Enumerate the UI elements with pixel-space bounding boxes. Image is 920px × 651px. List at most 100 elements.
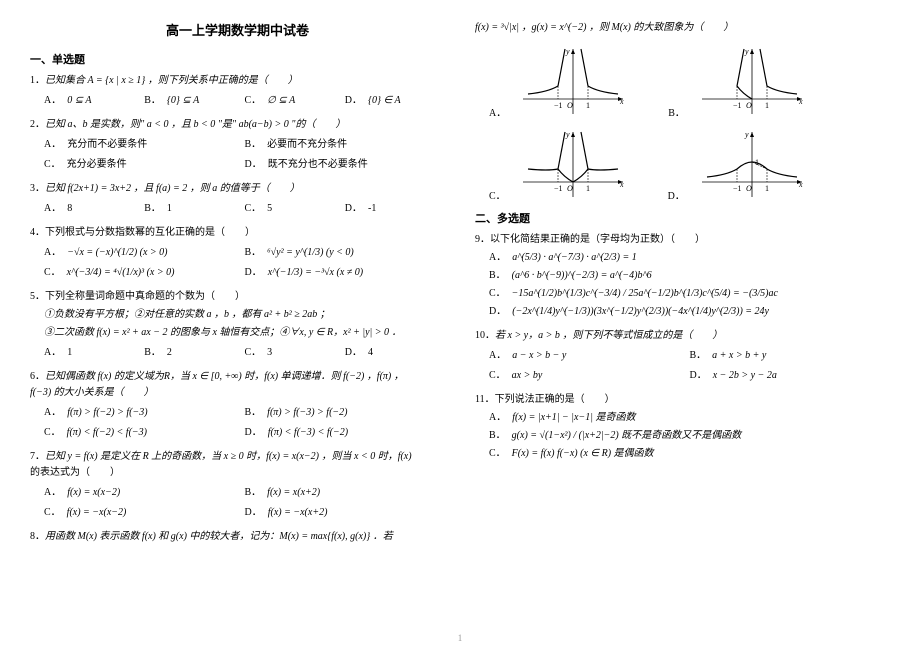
q3-opt-d: D．-1 [345,201,445,217]
question-5: 5．下列全称量词命题中真命题的个数为（ ） ①负数没有平方根；②对任意的实数 a… [30,289,445,361]
q6-opt-a: A．f(π) > f(−2) > f(−3) [44,405,245,421]
svg-text:1: 1 [755,158,759,167]
svg-text:O: O [746,101,752,110]
q1-opt-c: C．∅ ⊆ A [245,93,345,109]
q8-graph-b: B． −11 O xy [668,44,807,119]
section-1-heading: 一、单选题 [30,51,445,67]
question-6: 6．已知偶函数 f(x) 的定义域为R，当 x ∈ [0, +∞) 时，f(x)… [30,369,445,441]
question-9: 9．以下化简结果正确的是（字母均为正数）（ ） A．a^(5/3) · a^(−… [475,232,890,320]
svg-text:−1: −1 [554,184,563,193]
q8-graph-a: A． −11 O xy [489,44,628,119]
left-column: 高一上学期数学期中试卷 一、单选题 1．已知集合 A = {x | x ≥ 1}… [30,20,445,553]
q2-text: 已知 a、b 是实数，则" a < 0 ，且 b < 0 "是" ab(a−b)… [45,119,345,130]
q8-graph-row-2: C． −11 O xy D． [475,127,890,202]
q7-opt-b: B．f(x) = x(x+2) [245,485,446,501]
page-number: 1 [458,633,463,643]
q7-opt-d: D．f(x) = −x(x+2) [245,505,446,521]
q3-opt-c: C．5 [245,201,345,217]
svg-text:1: 1 [765,101,769,110]
graph-c-svg: −11 O xy [518,127,628,202]
q4-num: 4． [30,227,45,238]
q8-num: 8． [30,531,45,542]
q6-opt-d: D．f(π) < f(−3) < f(−2) [245,425,446,441]
svg-text:1: 1 [586,101,590,110]
svg-text:x: x [619,97,624,106]
q5-text: 下列全称量词命题中真命题的个数为（ ） [45,291,245,302]
right-column: f(x) = ³√|x| ，g(x) = x^(−2) ，则 M(x) 的大致图… [475,20,890,553]
question-2: 2．已知 a、b 是实数，则" a < 0 ，且 b < 0 "是" ab(a−… [30,117,445,173]
svg-text:−1: −1 [733,184,742,193]
section-2-heading: 二、多选题 [475,210,890,226]
q7-num: 7． [30,451,45,462]
q3-num: 3． [30,183,45,194]
svg-text:x: x [619,180,624,189]
svg-text:−1: −1 [554,101,563,110]
q9-opt-c: C．−15a^(1/2)b^(1/3)c^(−3/4) / 25a^(−1/2)… [475,286,890,302]
q11-text: 下列说法正确的是（ ） [495,394,615,405]
q1-opt-b: B．{0} ⊆ A [144,93,244,109]
q11-opt-c: C．F(x) = f(x) f(−x) (x ∈ R) 是偶函数 [475,446,890,462]
svg-text:y: y [565,47,570,56]
svg-text:y: y [744,130,749,139]
svg-text:O: O [567,101,573,110]
q1-text: 已知集合 A = {x | x ≥ 1} ，则下列关系中正确的是（ ） [45,75,298,86]
q10-opt-a: A．a − x > b − y [489,348,690,364]
q7-text: 已知 y = f(x) 是定义在 R 上的奇函数，当 x ≥ 0 时，f(x) … [45,451,412,462]
question-1: 1．已知集合 A = {x | x ≥ 1} ，则下列关系中正确的是（ ） A．… [30,73,445,109]
svg-text:−1: −1 [733,101,742,110]
question-10: 10．若 x > y，a > b ，则下列不等式恒成立的是（ ） A．a − x… [475,328,890,384]
q5-opt-d: D．4 [345,345,445,361]
q5-opt-a: A．1 [44,345,144,361]
q3-text: 已知 f(2x+1) = 3x+2 ，且 f(a) = 2 ，则 a 的值等于（… [45,183,300,194]
q10-text: 若 x > y，a > b ，则下列不等式恒成立的是（ ） [495,330,722,341]
q1-opt-a: A．0 ⊆ A [44,93,144,109]
q3-opt-a: A．8 [44,201,144,217]
question-8: 8．用函数 M(x) 表示函数 f(x) 和 g(x) 中的较大者，记为：M(x… [30,529,445,545]
svg-text:x: x [798,180,803,189]
q4-opt-c: C．x^(−3/4) = ⁴√(1/x)³ (x > 0) [44,265,245,281]
q4-opt-b: B．⁶√y² = y^(1/3) (y < 0) [245,245,446,261]
q6-text2: f(−3) 的大小关系是（ ） [30,385,445,401]
svg-text:1: 1 [586,184,590,193]
q4-opt-d: D．x^(−1/3) = −³√x (x ≠ 0) [245,265,446,281]
q2-num: 2． [30,119,45,130]
q11-opt-a: A．f(x) = |x+1| − |x−1| 是奇函数 [475,410,890,426]
graph-a-svg: −1 1 O x y [518,44,628,119]
graph-d-svg: −1 1 O 1 x y [697,127,807,202]
q2-opt-b: B．必要而不充分条件 [245,137,446,153]
svg-text:1: 1 [765,184,769,193]
q5-num: 5． [30,291,45,302]
q9-opt-a: A．a^(5/3) · a^(−7/3) · a^(2/3) = 1 [475,250,890,266]
q1-num: 1． [30,75,45,86]
q9-opt-d: D．(−2x^(1/4)y^(−1/3))(3x^(−1/2)y^(2/3))(… [475,304,890,320]
q10-opt-c: C．ax > by [489,368,690,384]
question-7: 7．已知 y = f(x) 是定义在 R 上的奇函数，当 x ≥ 0 时，f(x… [30,449,445,521]
q6-opt-b: B．f(π) > f(−3) > f(−2) [245,405,446,421]
q7-opt-c: C．f(x) = −x(x−2) [44,505,245,521]
q2-opt-c: C．充分必要条件 [44,157,245,173]
q8-text: 用函数 M(x) 表示函数 f(x) 和 g(x) 中的较大者，记为：M(x) … [45,531,393,542]
q6-text: 已知偶函数 f(x) 的定义域为R，当 x ∈ [0, +∞) 时，f(x) 单… [45,371,404,382]
question-11: 11．下列说法正确的是（ ） A．f(x) = |x+1| − |x−1| 是奇… [475,392,890,462]
q5-opt-b: B．2 [144,345,244,361]
svg-text:O: O [746,184,752,193]
q10-opt-b: B．a + x > b + y [690,348,891,364]
q11-num: 11． [475,394,495,405]
question-3: 3．已知 f(2x+1) = 3x+2 ，且 f(a) = 2 ，则 a 的值等… [30,181,445,217]
q1-opt-d: D．{0} ∈ A [345,93,445,109]
q10-opt-d: D．x − 2b > y − 2a [690,368,891,384]
q5-opt-c: C．3 [245,345,345,361]
q7-opt-a: A．f(x) = x(x−2) [44,485,245,501]
q8-graph-d: D． −11 O1 xy [668,127,807,202]
q8-continuation: f(x) = ³√|x| ，g(x) = x^(−2) ，则 M(x) 的大致图… [475,20,890,36]
svg-text:O: O [567,184,573,193]
q2-opt-d: D．既不充分也不必要条件 [245,157,446,173]
question-4: 4．下列根式与分数指数幂的互化正确的是（ ） A．−√x = (−x)^(1/2… [30,225,445,281]
q5-sub1: ①负数没有平方根；②对任意的实数 a ，b ，都有 a² + b² ≥ 2ab … [30,307,445,323]
q5-sub2: ③二次函数 f(x) = x² + ax − 2 的图象与 x 轴恒有交点；④∀… [30,325,445,341]
q6-num: 6． [30,371,45,382]
q2-opt-a: A．充分而不必要条件 [44,137,245,153]
q11-opt-b: B．g(x) = √(1−x²) / (|x+2|−2) 既不是奇函数又不是偶函… [475,428,890,444]
q4-text: 下列根式与分数指数幂的互化正确的是（ ） [45,227,255,238]
q7-text2: 的表达式为（ ） [30,465,445,481]
